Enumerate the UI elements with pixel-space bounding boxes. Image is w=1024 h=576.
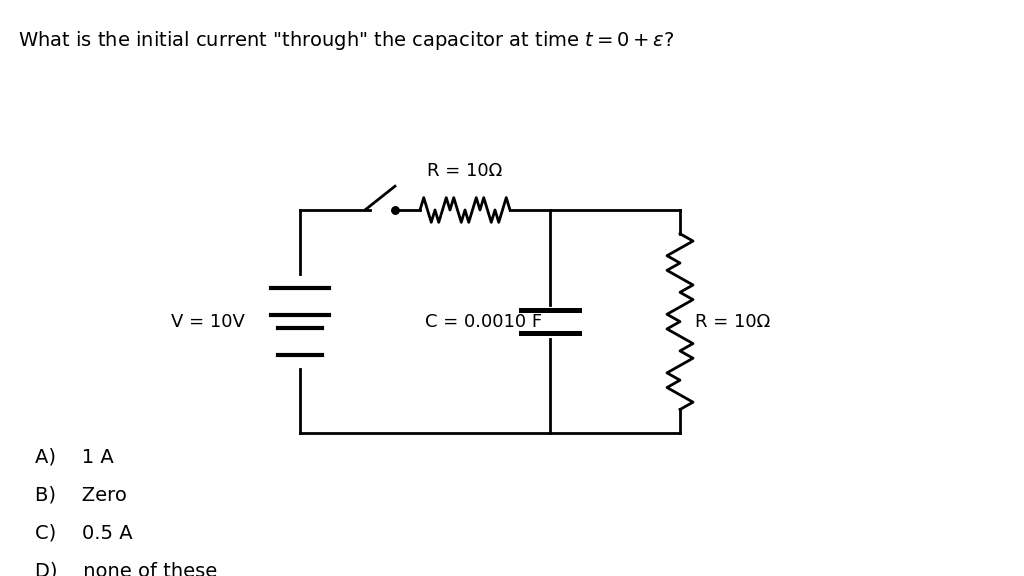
Text: C = 0.0010 F: C = 0.0010 F	[425, 313, 542, 331]
Text: C)  0.5 A: C) 0.5 A	[35, 524, 133, 543]
Text: A)  1 A: A) 1 A	[35, 448, 114, 467]
Text: V = 10V: V = 10V	[171, 313, 245, 331]
Text: What is the initial current "through" the capacitor at time $t = 0 + \epsilon$?: What is the initial current "through" th…	[18, 29, 675, 52]
Text: B)  Zero: B) Zero	[35, 486, 127, 505]
Text: D)  none of these: D) none of these	[35, 562, 217, 576]
Text: R = 10Ω: R = 10Ω	[695, 313, 770, 331]
Text: R = 10Ω: R = 10Ω	[427, 161, 503, 180]
